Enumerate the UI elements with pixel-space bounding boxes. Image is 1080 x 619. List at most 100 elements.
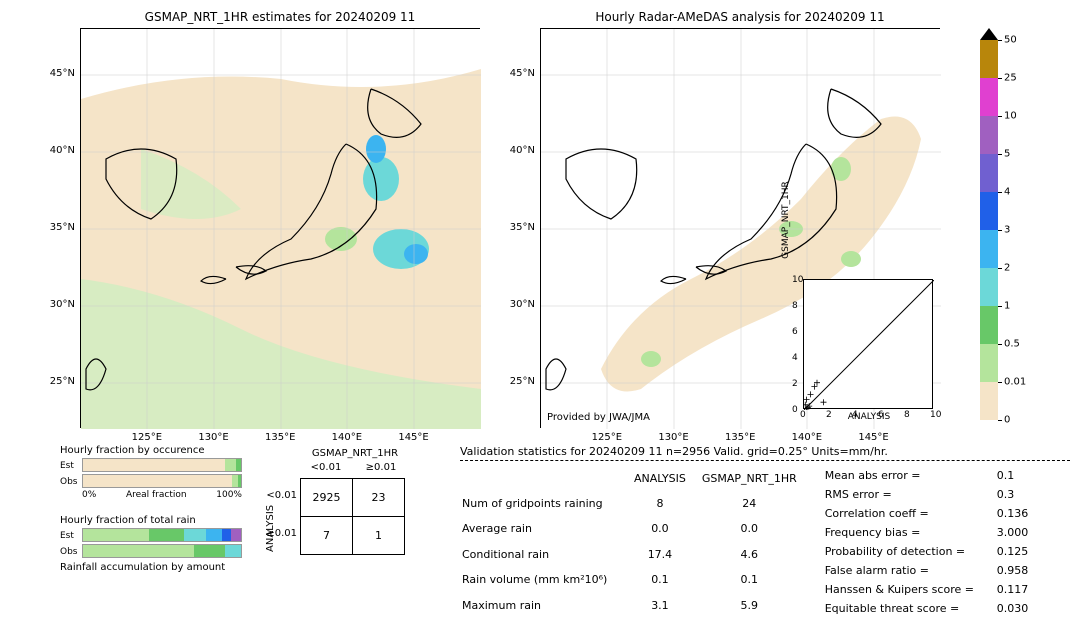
scatter-ytick: 4 bbox=[792, 353, 798, 363]
validation-row-b: 24 bbox=[702, 492, 811, 515]
colorbar-tick bbox=[998, 116, 1002, 117]
colorbar-segment bbox=[980, 306, 998, 344]
scatter-xtick: 6 bbox=[878, 410, 884, 420]
contingency-cell-00: 2925 bbox=[301, 479, 353, 517]
colorbar-label: 2 bbox=[1004, 263, 1010, 274]
scatter-point bbox=[814, 380, 820, 386]
colorbar-overflow-icon bbox=[980, 28, 998, 40]
hbar-segment bbox=[83, 459, 225, 471]
figure-root: GSMAP_NRT_1HR estimates for 20240209 11 bbox=[0, 0, 1080, 612]
map-ytick: 25°N bbox=[45, 376, 75, 387]
hbar-row: Obs bbox=[60, 544, 250, 560]
colorbar-tick bbox=[998, 192, 1002, 193]
colorbar-segment bbox=[980, 192, 998, 230]
colorbar-segment bbox=[980, 344, 998, 382]
metric-label: Probability of detection = bbox=[825, 543, 995, 560]
hbar-segment bbox=[222, 529, 231, 541]
hbar-segment bbox=[184, 529, 206, 541]
colorbar-segment bbox=[980, 268, 998, 306]
colorbar-label: 5 bbox=[1004, 149, 1010, 160]
hbar bbox=[82, 544, 242, 558]
metric-value: 3.000 bbox=[997, 524, 1043, 541]
left-map-title: GSMAP_NRT_1HR estimates for 20240209 11 bbox=[80, 10, 480, 24]
occurrence-axis: 0% Areal fraction 100% bbox=[82, 490, 242, 500]
map-xtick: 125°E bbox=[132, 432, 162, 443]
scatter-point bbox=[821, 399, 827, 405]
validation-table: ANALYSIS GSMAP_NRT_1HR Num of gridpoints… bbox=[460, 465, 813, 619]
metric-label: Mean abs error = bbox=[825, 467, 995, 484]
hbar-segment bbox=[225, 459, 236, 471]
metric-label: Hanssen & Kuipers score = bbox=[825, 581, 995, 598]
metric-value: 0.1 bbox=[997, 467, 1043, 484]
validation-row-label: Rain volume (mm km²10⁶) bbox=[462, 568, 632, 591]
totalrain-footer: Rainfall accumulation by amount bbox=[60, 562, 250, 573]
occurrence-title: Hourly fraction by occurence bbox=[60, 445, 250, 456]
map-xtick: 125°E bbox=[592, 432, 622, 443]
colorbar-label: 0.5 bbox=[1004, 339, 1020, 350]
contingency-cell-11: 1 bbox=[353, 517, 405, 555]
metric-value: 0.3 bbox=[997, 486, 1043, 503]
colorbar-tick bbox=[998, 382, 1002, 383]
map-ytick: 30°N bbox=[505, 299, 535, 310]
validation-row-a: 0.0 bbox=[634, 517, 700, 540]
left-map bbox=[80, 28, 480, 428]
validation-row: Conditional rain17.44.6 bbox=[462, 543, 811, 566]
hbar-segment bbox=[83, 529, 149, 541]
scatter-ytick: 0 bbox=[792, 405, 798, 415]
colorbar-tick bbox=[998, 78, 1002, 79]
validation-row-a: 8 bbox=[634, 492, 700, 515]
validation-row-b: 0.1 bbox=[702, 568, 811, 591]
hbar bbox=[82, 528, 242, 542]
validation-colhdr-0: ANALYSIS bbox=[634, 467, 700, 490]
validation-row: Maximum rain3.15.9 bbox=[462, 594, 811, 617]
totalrain-title: Hourly fraction of total rain bbox=[60, 515, 250, 526]
validation-row-label: Maximum rain bbox=[462, 594, 632, 617]
metric-row: Probability of detection =0.125 bbox=[825, 543, 1043, 560]
scatter-xlabel: ANALYSIS bbox=[804, 412, 934, 422]
contingency-col-0: <0.01 bbox=[300, 462, 352, 473]
map-xtick: 140°E bbox=[792, 432, 822, 443]
colorbar-segment bbox=[980, 116, 998, 154]
colorbar-label: 4 bbox=[1004, 187, 1010, 198]
metric-row: False alarm ratio =0.958 bbox=[825, 562, 1043, 579]
hbar-segment bbox=[83, 475, 232, 487]
contingency-cell-01: 23 bbox=[353, 479, 405, 517]
metric-value: 0.030 bbox=[997, 600, 1043, 617]
metric-label: Frequency bias = bbox=[825, 524, 995, 541]
metric-row: Equitable threat score =0.030 bbox=[825, 600, 1043, 617]
metric-row: Hanssen & Kuipers score =0.117 bbox=[825, 581, 1043, 598]
scatter-ytick: 2 bbox=[792, 379, 798, 389]
totalrain-panel: Hourly fraction of total rain EstObs Rai… bbox=[60, 515, 250, 575]
hbar-segment bbox=[194, 545, 226, 557]
metric-label: False alarm ratio = bbox=[825, 562, 995, 579]
hbar-row: Obs bbox=[60, 474, 250, 490]
colorbar-label: 25 bbox=[1004, 73, 1017, 84]
occurrence-xtick-0: 0% bbox=[82, 490, 96, 500]
metric-value: 0.117 bbox=[997, 581, 1043, 598]
validation-panel: Validation statistics for 20240209 11 n=… bbox=[460, 445, 1070, 619]
metric-value: 0.136 bbox=[997, 505, 1043, 522]
metric-row: Mean abs error =0.1 bbox=[825, 467, 1043, 484]
scatter-svg bbox=[804, 280, 934, 410]
colorbar-tick bbox=[998, 344, 1002, 345]
metrics-table: Mean abs error =0.1RMS error =0.3Correla… bbox=[823, 465, 1045, 619]
colorbar: 00.010.512345102550 bbox=[980, 28, 998, 428]
scatter-point bbox=[808, 391, 814, 397]
scatter-inset: ANALYSIS GSMAP_NRT_1HR 00224466881010 bbox=[803, 279, 933, 409]
contingency-col-header: GSMAP_NRT_1HR bbox=[300, 448, 410, 459]
right-map: Provided by JWA/JMA ANALYSIS GSMAP_NRT_1… bbox=[540, 28, 940, 428]
map-ytick: 25°N bbox=[505, 376, 535, 387]
occurrence-xlabel: Areal fraction bbox=[126, 490, 187, 500]
map-xtick: 130°E bbox=[658, 432, 688, 443]
map-xtick: 140°E bbox=[332, 432, 362, 443]
validation-row-label: Num of gridpoints raining bbox=[462, 492, 632, 515]
metric-row: RMS error =0.3 bbox=[825, 486, 1043, 503]
validation-row-a: 17.4 bbox=[634, 543, 700, 566]
contingency-row-1: ≥0.01 bbox=[265, 528, 297, 539]
map-ytick: 40°N bbox=[505, 145, 535, 156]
colorbar-segment bbox=[980, 382, 998, 420]
scatter-ytick: 8 bbox=[792, 301, 798, 311]
metric-value: 0.125 bbox=[997, 543, 1043, 560]
map-xtick: 135°E bbox=[265, 432, 295, 443]
hbar-segment bbox=[83, 545, 194, 557]
